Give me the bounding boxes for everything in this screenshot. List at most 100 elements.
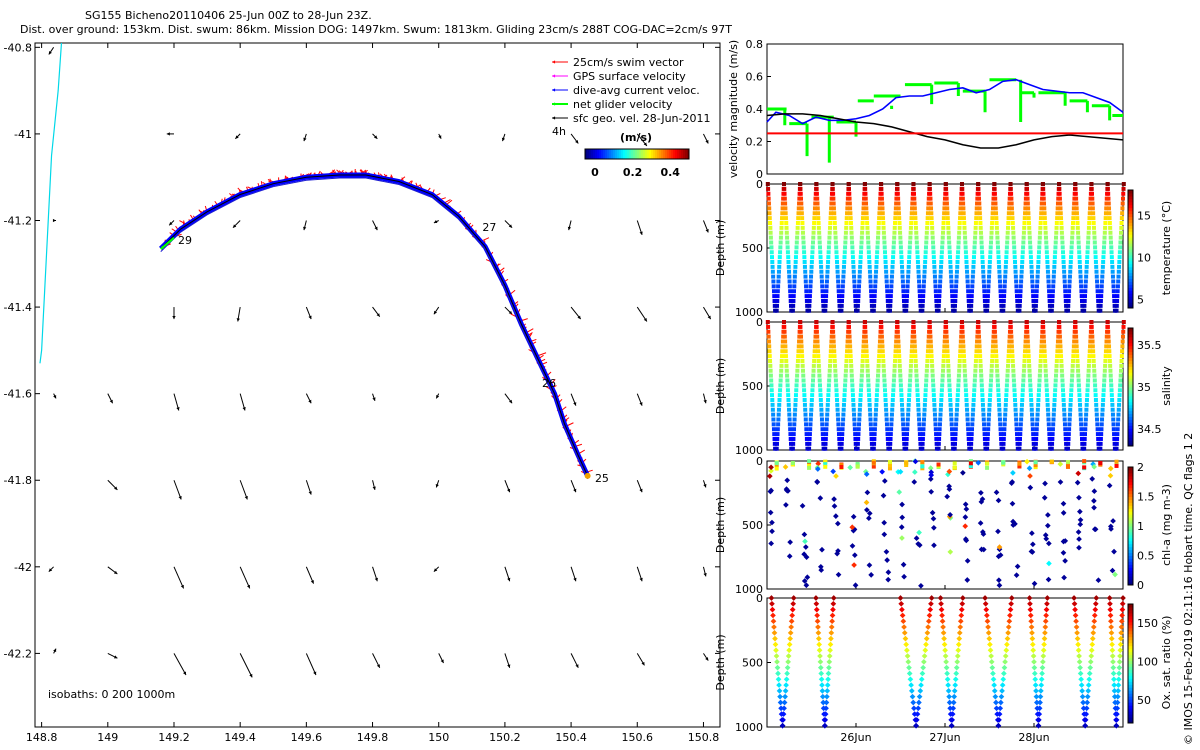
profile-point [1084, 407, 1089, 412]
colorbar-cell [1128, 717, 1133, 721]
profile-point [804, 294, 809, 299]
profile-point [956, 383, 961, 388]
profile-point [879, 334, 884, 339]
colorbar-cell [1128, 348, 1133, 353]
profile-point [932, 264, 937, 269]
chla-point [912, 469, 918, 475]
profile-point [995, 373, 1000, 378]
profile-point [1106, 339, 1111, 344]
profile-point [848, 211, 853, 216]
oxygen-point [1074, 630, 1080, 636]
oxygen-point [824, 682, 831, 688]
profile-point [1026, 216, 1031, 221]
oxygen-point [1073, 618, 1079, 625]
oxygen-point [828, 635, 834, 642]
colorbar-cell [1128, 401, 1133, 406]
profile-point [832, 358, 837, 363]
profile-point [865, 358, 870, 363]
profile-point [1114, 441, 1119, 446]
profile-point [909, 349, 914, 354]
profile-point [1055, 344, 1060, 349]
profile-point [946, 358, 951, 363]
profile-point [1076, 245, 1081, 250]
colorbar-cell [1128, 249, 1133, 253]
profile-point [940, 235, 945, 240]
profile-point [816, 363, 821, 368]
oxygen-point [1108, 630, 1115, 636]
geo-vector-head [577, 315, 581, 320]
profile-point [913, 225, 918, 230]
profile-point [827, 378, 832, 383]
profile-point [966, 441, 971, 446]
profile-point [1044, 250, 1049, 255]
oxygen-point [829, 618, 835, 625]
profile-point [1013, 402, 1018, 407]
profile-point [826, 259, 831, 264]
profile-point [909, 220, 914, 225]
oxygen-point [995, 722, 1002, 729]
profile-point [889, 412, 894, 417]
geo-vector-head [180, 584, 184, 589]
profile-point [770, 397, 775, 402]
profile-point [783, 206, 788, 211]
profile-point [972, 245, 977, 250]
profile-point [925, 216, 930, 221]
oxygen-point [819, 682, 825, 688]
profile-point [1053, 378, 1058, 383]
profile-point [826, 245, 831, 250]
profile-point [1053, 383, 1058, 388]
profile-point [924, 368, 929, 373]
chla-point [768, 464, 774, 471]
profile-point [766, 339, 771, 344]
profile-point [905, 279, 910, 284]
profile-point [875, 250, 880, 255]
profile-point [775, 427, 780, 432]
profile-point [957, 230, 962, 235]
profile-point [974, 349, 979, 354]
profile-point [845, 211, 850, 216]
profile-point [969, 441, 974, 446]
profile-point [1035, 269, 1040, 274]
oxygen-point [825, 676, 831, 683]
profile-point [1117, 250, 1122, 255]
profile-point [1023, 211, 1028, 216]
colorbar-cell [1128, 508, 1133, 512]
profile-point [952, 308, 957, 313]
profile-point [958, 339, 963, 344]
depth-y-tick-label: 0 [756, 592, 763, 605]
profile-point [836, 417, 841, 422]
profile-point [963, 245, 968, 250]
colorbar-cell [1128, 714, 1133, 718]
profile-point [840, 284, 845, 289]
profile-point [1100, 412, 1105, 417]
profile-point [977, 344, 982, 349]
profile-point [1025, 191, 1030, 196]
profile-point [848, 344, 853, 349]
colorbar-cell [1128, 413, 1133, 417]
profile-point [880, 349, 885, 354]
profile-point [865, 368, 870, 373]
profile-point [852, 274, 857, 279]
profile-point [940, 373, 945, 378]
profile-point [1112, 436, 1117, 441]
profile-point [812, 354, 817, 359]
profile-point [831, 206, 836, 211]
profile-point [936, 446, 941, 451]
profile-point [826, 383, 831, 388]
profile-point [1112, 298, 1117, 303]
map-colorbar-cell [623, 149, 626, 159]
chla-point [1112, 571, 1118, 578]
profile-point [1108, 368, 1113, 373]
profile-point [841, 279, 846, 284]
chla-point [1033, 463, 1038, 468]
profile-point [915, 255, 920, 260]
profile-point [857, 422, 862, 427]
profile-point [843, 230, 848, 235]
chla-point [977, 520, 984, 526]
profile-point [799, 349, 804, 354]
colorbar-cell [1128, 564, 1133, 568]
profile-point [889, 427, 894, 432]
profile-point [1012, 383, 1017, 388]
profile-point [863, 196, 868, 201]
profile-point [993, 334, 998, 339]
